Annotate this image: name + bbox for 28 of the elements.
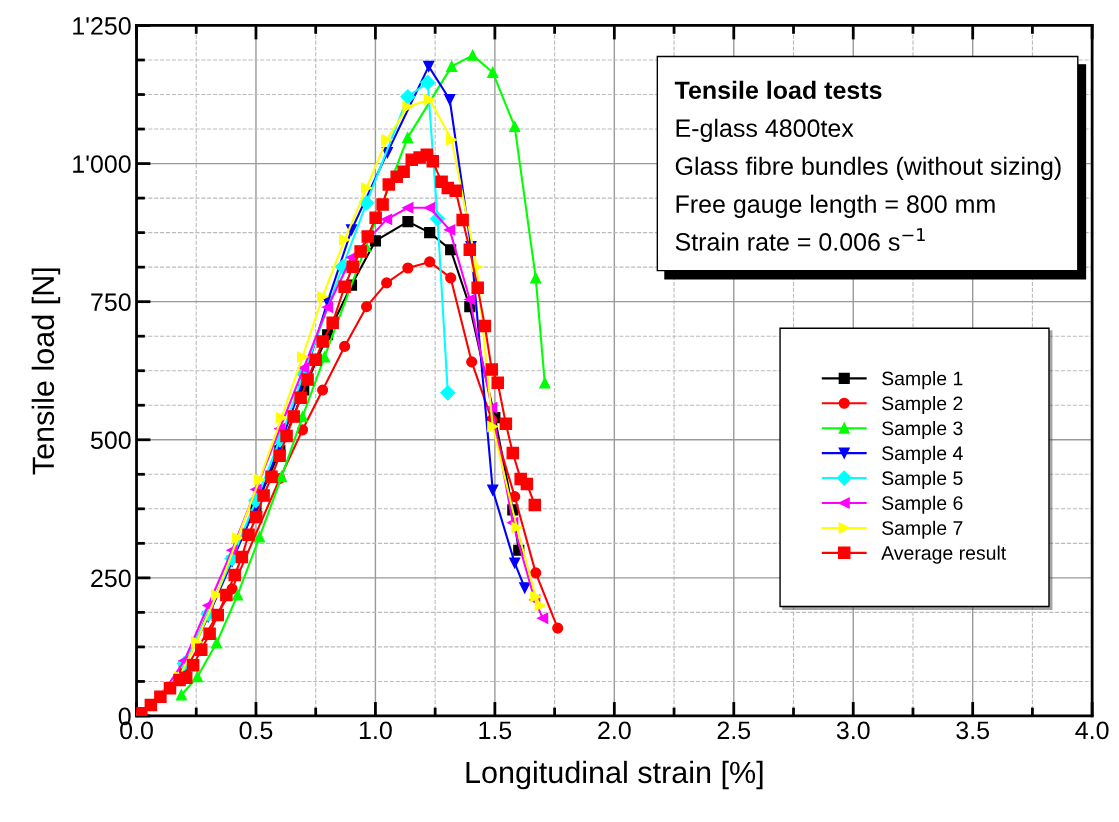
legend-label: Sample 3	[882, 420, 963, 440]
legend-label: Average result	[881, 545, 1007, 564]
annotation: Glass fibre bundles (without sizing)	[675, 156, 1061, 180]
y-tick-label: 1'250	[73, 17, 131, 35]
y-tick-label: 250	[91, 569, 131, 588]
x-tick-label: 1.5	[479, 721, 512, 740]
y-tick-label: 1'000	[73, 155, 131, 173]
legend-label: Sample 7	[882, 520, 963, 539]
x-tick-label: 2.0	[598, 721, 631, 740]
y-tick-label: 750	[91, 293, 131, 311]
annotation: Strain rate = 0.006 s$^{−1}$	[675, 228, 925, 251]
legend-label: Sample 2	[882, 396, 963, 415]
x-tick-label: 1.0	[359, 721, 392, 740]
legend-label: Sample 1	[882, 371, 963, 390]
x-tick-label: 3.5	[956, 721, 990, 740]
annotation: E-glass 4800tex	[676, 118, 854, 142]
legend-label: Sample 4	[882, 445, 963, 464]
x-axis-title: Longitudinal strain [%]	[466, 760, 763, 790]
legend-label: Sample 5	[882, 470, 963, 489]
annotation: Free gauge length = 800 mm	[676, 194, 995, 218]
x-tick-label: 4.0	[1075, 721, 1109, 740]
y-tick-label: 500	[90, 431, 131, 450]
legend-label: Sample 6	[882, 495, 963, 514]
text: Tensile load tests	[674, 80, 882, 100]
x-tick-label: 0.5	[239, 721, 273, 740]
x-tick-label: 3.0	[836, 721, 870, 740]
y-axis-title: Tensile load [N]	[31, 268, 61, 475]
x-tick-label: 2.5	[717, 721, 751, 740]
